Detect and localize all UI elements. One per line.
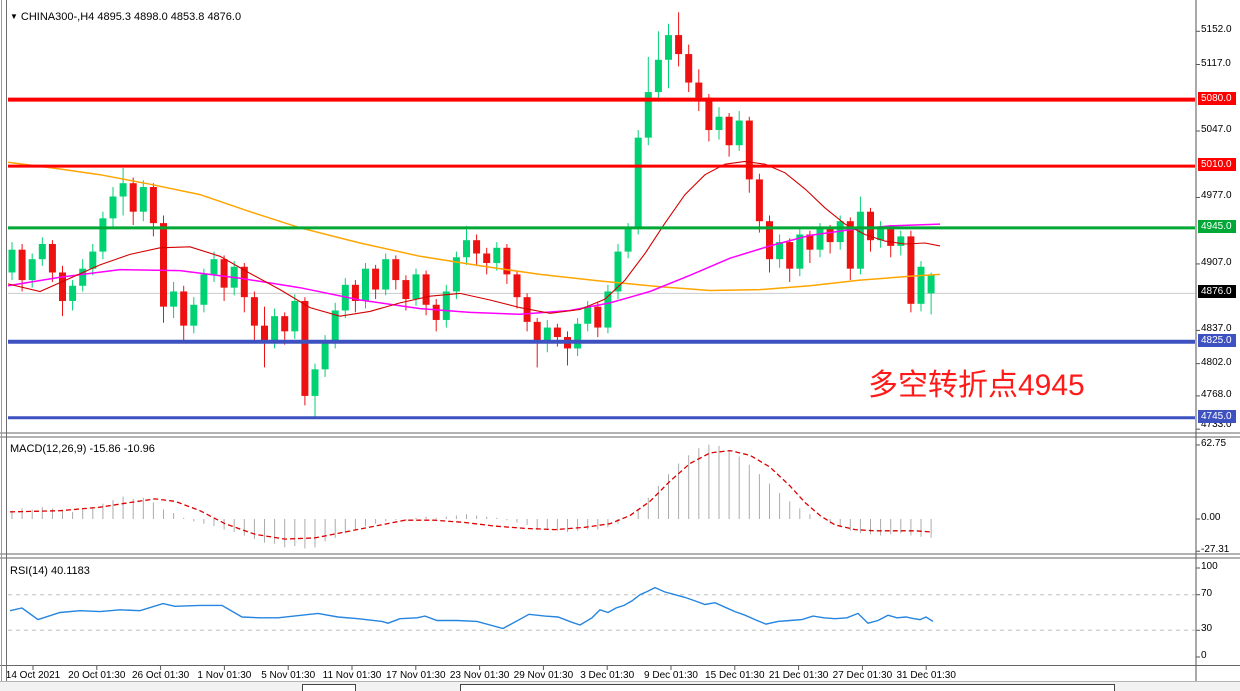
time-axis-label: 9 Dec 01:30: [644, 670, 698, 681]
price-level-badge: 4745.0: [1198, 409, 1236, 423]
time-axis-label: 31 Dec 01:30: [896, 670, 956, 681]
time-axis-label: 5 Nov 01:30: [261, 670, 316, 681]
window-border: [1, 0, 2, 681]
macd-axis-label: 0.00: [1201, 512, 1221, 523]
rsi-indicator-label: RSI(14) 40.1183: [10, 565, 90, 577]
window-border: [6, 0, 7, 681]
macd-axis-label: -27.31: [1201, 544, 1230, 556]
price-axis-label: 5047.0: [1201, 123, 1232, 135]
price-level-badge: 4945.0: [1198, 219, 1236, 233]
price-axis-label: 4977.0: [1201, 190, 1232, 202]
price-axis-label: 5152.0: [1201, 24, 1232, 36]
time-axis-label: 26 Oct 01:30: [131, 670, 190, 681]
macd-indicator-label: MACD(12,26,9) -15.86 -10.96: [10, 443, 155, 455]
price-level-badge: 5080.0: [1198, 91, 1236, 105]
price-axis-label: 4837.0: [1201, 323, 1232, 335]
time-axis-label: 27 Dec 01:30: [832, 670, 893, 681]
time-axis-label: 11 Nov 01:30: [322, 670, 382, 681]
time-axis-label: 20 Oct 01:30: [68, 670, 126, 681]
time-axis-label: 15 Dec 01:30: [705, 670, 765, 681]
price-axis-label: 4768.0: [1201, 388, 1232, 400]
bottom-tab-bar: [0, 681, 1240, 691]
time-axis-label: 1 Nov 01:30: [197, 670, 252, 681]
chart-tab[interactable]: [460, 684, 1115, 691]
time-axis-label: 21 Dec 01:30: [768, 670, 829, 681]
price-axis-label: 4733.0: [1201, 419, 1232, 430]
rsi-axis-label: 70: [1201, 587, 1213, 599]
collapse-triangle-icon[interactable]: ▼: [10, 12, 18, 21]
time-axis-label: 29 Nov 01:30: [513, 670, 574, 681]
price-axis-label: 4907.0: [1201, 256, 1232, 268]
time-axis-label: 23 Nov 01:30: [449, 670, 510, 681]
chart-symbol-ohlc-title: ▼ CHINA300-,H4 4895.3 4898.0 4853.8 4876.…: [10, 11, 241, 23]
rsi-axis-label: 100: [1201, 561, 1218, 572]
time-axis-label: 3 Dec 01:30: [580, 670, 635, 681]
rsi-axis-label: 30: [1201, 623, 1213, 635]
time-axis-label: 14 Oct 2021: [5, 670, 61, 681]
bull-bear-turning-point-annotation: 多空转折点4945: [868, 369, 1085, 402]
rsi-axis-label: 0: [1201, 650, 1207, 661]
macd-axis-label: 62.75: [1201, 437, 1227, 449]
price-axis-label: 4802.0: [1201, 356, 1232, 368]
price-axis-label: 5117.0: [1201, 57, 1231, 69]
chart-tab[interactable]: [302, 684, 356, 691]
price-level-badge: 5010.0: [1198, 158, 1236, 172]
time-axis-label: 17 Nov 01:30: [386, 670, 446, 681]
title-text: CHINA300-,H4 4895.3 4898.0 4853.8 4876.0: [20, 11, 242, 23]
price-level-badge: 4876.0: [1198, 285, 1236, 299]
price-level-badge: 4825.0: [1198, 333, 1236, 347]
